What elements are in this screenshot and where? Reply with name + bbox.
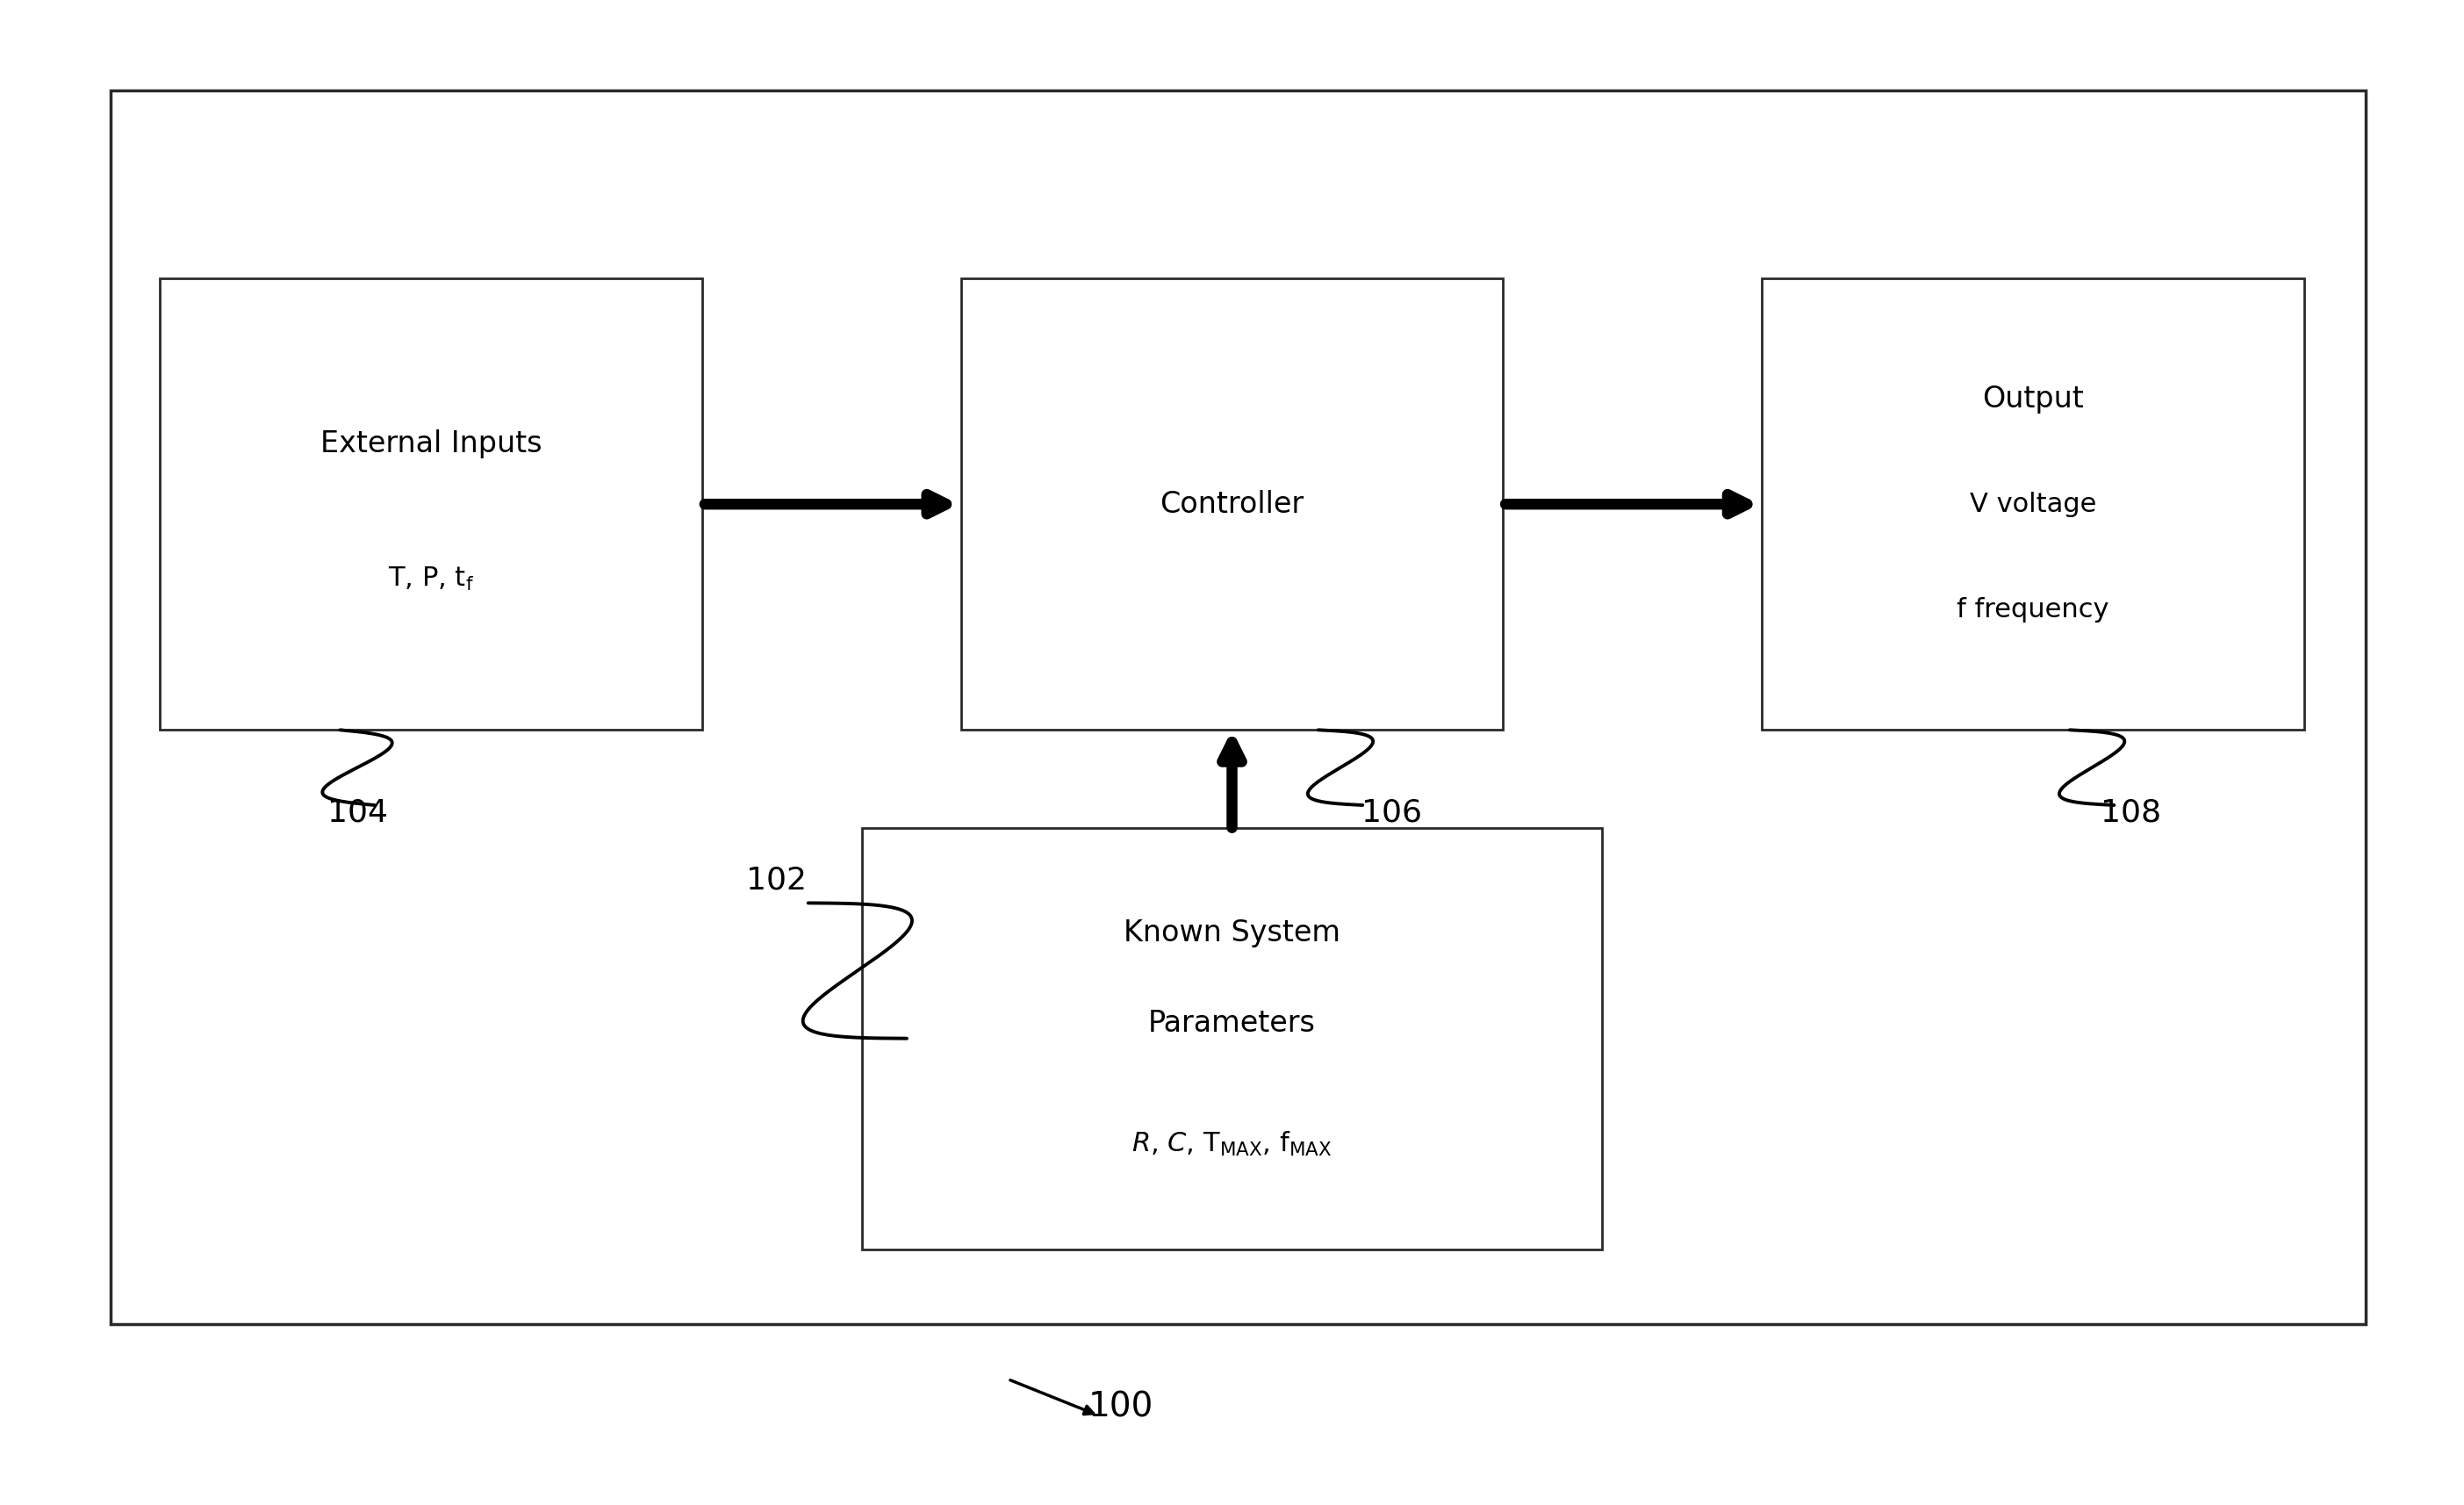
Text: Controller: Controller	[1161, 489, 1303, 519]
Text: Parameters: Parameters	[1148, 1008, 1316, 1038]
Text: f frequency: f frequency	[1956, 597, 2109, 622]
Text: 104: 104	[328, 798, 387, 828]
Text: $R$, $C$, T$_{\mathsf{MAX}}$, f$_{\mathsf{MAX}}$: $R$, $C$, T$_{\mathsf{MAX}}$, f$_{\maths…	[1131, 1130, 1333, 1157]
Text: 106: 106	[1363, 798, 1422, 828]
Text: Output: Output	[1981, 384, 2085, 414]
Bar	[160, 278, 702, 730]
Bar	[1762, 278, 2304, 730]
Text: External Inputs: External Inputs	[320, 429, 542, 459]
Bar	[862, 828, 1602, 1249]
Text: 100: 100	[1089, 1391, 1153, 1424]
Bar	[961, 278, 1503, 730]
Bar	[111, 90, 2365, 1324]
Text: 108: 108	[2102, 798, 2161, 828]
Text: Known System: Known System	[1124, 918, 1340, 948]
Text: V voltage: V voltage	[1969, 492, 2097, 516]
Text: T, P, t$_{\mathsf{f}}$: T, P, t$_{\mathsf{f}}$	[389, 566, 473, 593]
Text: 102: 102	[747, 865, 806, 895]
